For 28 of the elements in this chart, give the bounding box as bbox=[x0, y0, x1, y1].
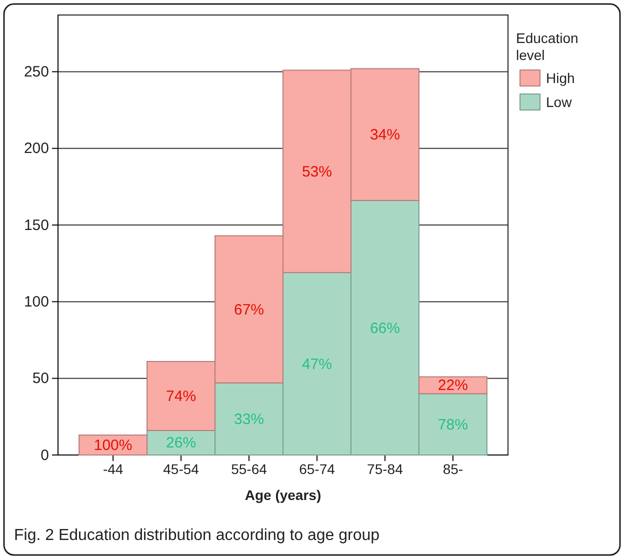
x-tick-label: 85- bbox=[442, 460, 464, 477]
annotation: 66% bbox=[370, 320, 400, 337]
annotation: 34% bbox=[370, 126, 400, 144]
caption: Fig. 2 Education distribution according to age group bbox=[14, 527, 380, 544]
annotation: 53% bbox=[302, 163, 332, 180]
y-tick-label: 0 bbox=[40, 446, 49, 464]
y-tick-label: 250 bbox=[24, 64, 49, 81]
legend-title: Education level bbox=[516, 30, 578, 63]
x-tick-label: 55-64 bbox=[231, 460, 268, 477]
annotation: 26% bbox=[166, 434, 196, 452]
annotation: 33% bbox=[234, 410, 264, 428]
y-tick-label: 100 bbox=[24, 293, 49, 310]
x-tick-label: -44 bbox=[102, 460, 124, 477]
annotation: 47% bbox=[302, 356, 332, 373]
annotation: 74% bbox=[166, 388, 196, 405]
y-tick-label: 50 bbox=[32, 370, 49, 388]
legend-label: Low bbox=[546, 94, 573, 110]
annotation: 22% bbox=[438, 377, 468, 394]
annotation: 100% bbox=[94, 437, 132, 454]
annotation: 67% bbox=[234, 301, 264, 318]
y-tick-label: 150 bbox=[24, 216, 49, 234]
x-axis-title: Age (years) bbox=[244, 487, 322, 503]
x-tick-label: 45-54 bbox=[163, 460, 200, 477]
x-tick-label: 75-84 bbox=[367, 460, 404, 477]
x-tick-label: 65-74 bbox=[299, 460, 336, 477]
legend-label: High bbox=[546, 70, 575, 86]
annotation: 78% bbox=[438, 416, 468, 434]
y-tick-label: 200 bbox=[24, 140, 49, 158]
